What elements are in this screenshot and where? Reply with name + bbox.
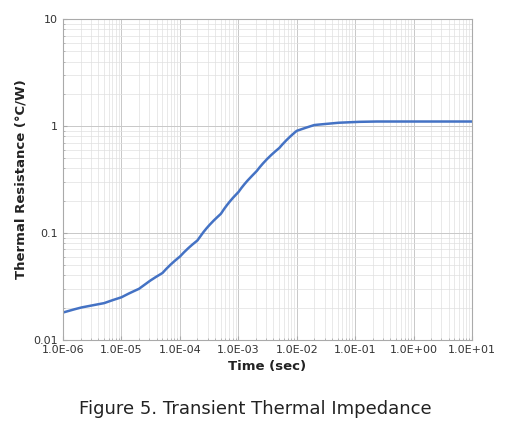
X-axis label: Time (sec): Time (sec) <box>228 360 307 373</box>
Text: Figure 5. Transient Thermal Impedance: Figure 5. Transient Thermal Impedance <box>79 400 432 418</box>
Y-axis label: Thermal Resistance (°C/W): Thermal Resistance (°C/W) <box>15 79 28 279</box>
